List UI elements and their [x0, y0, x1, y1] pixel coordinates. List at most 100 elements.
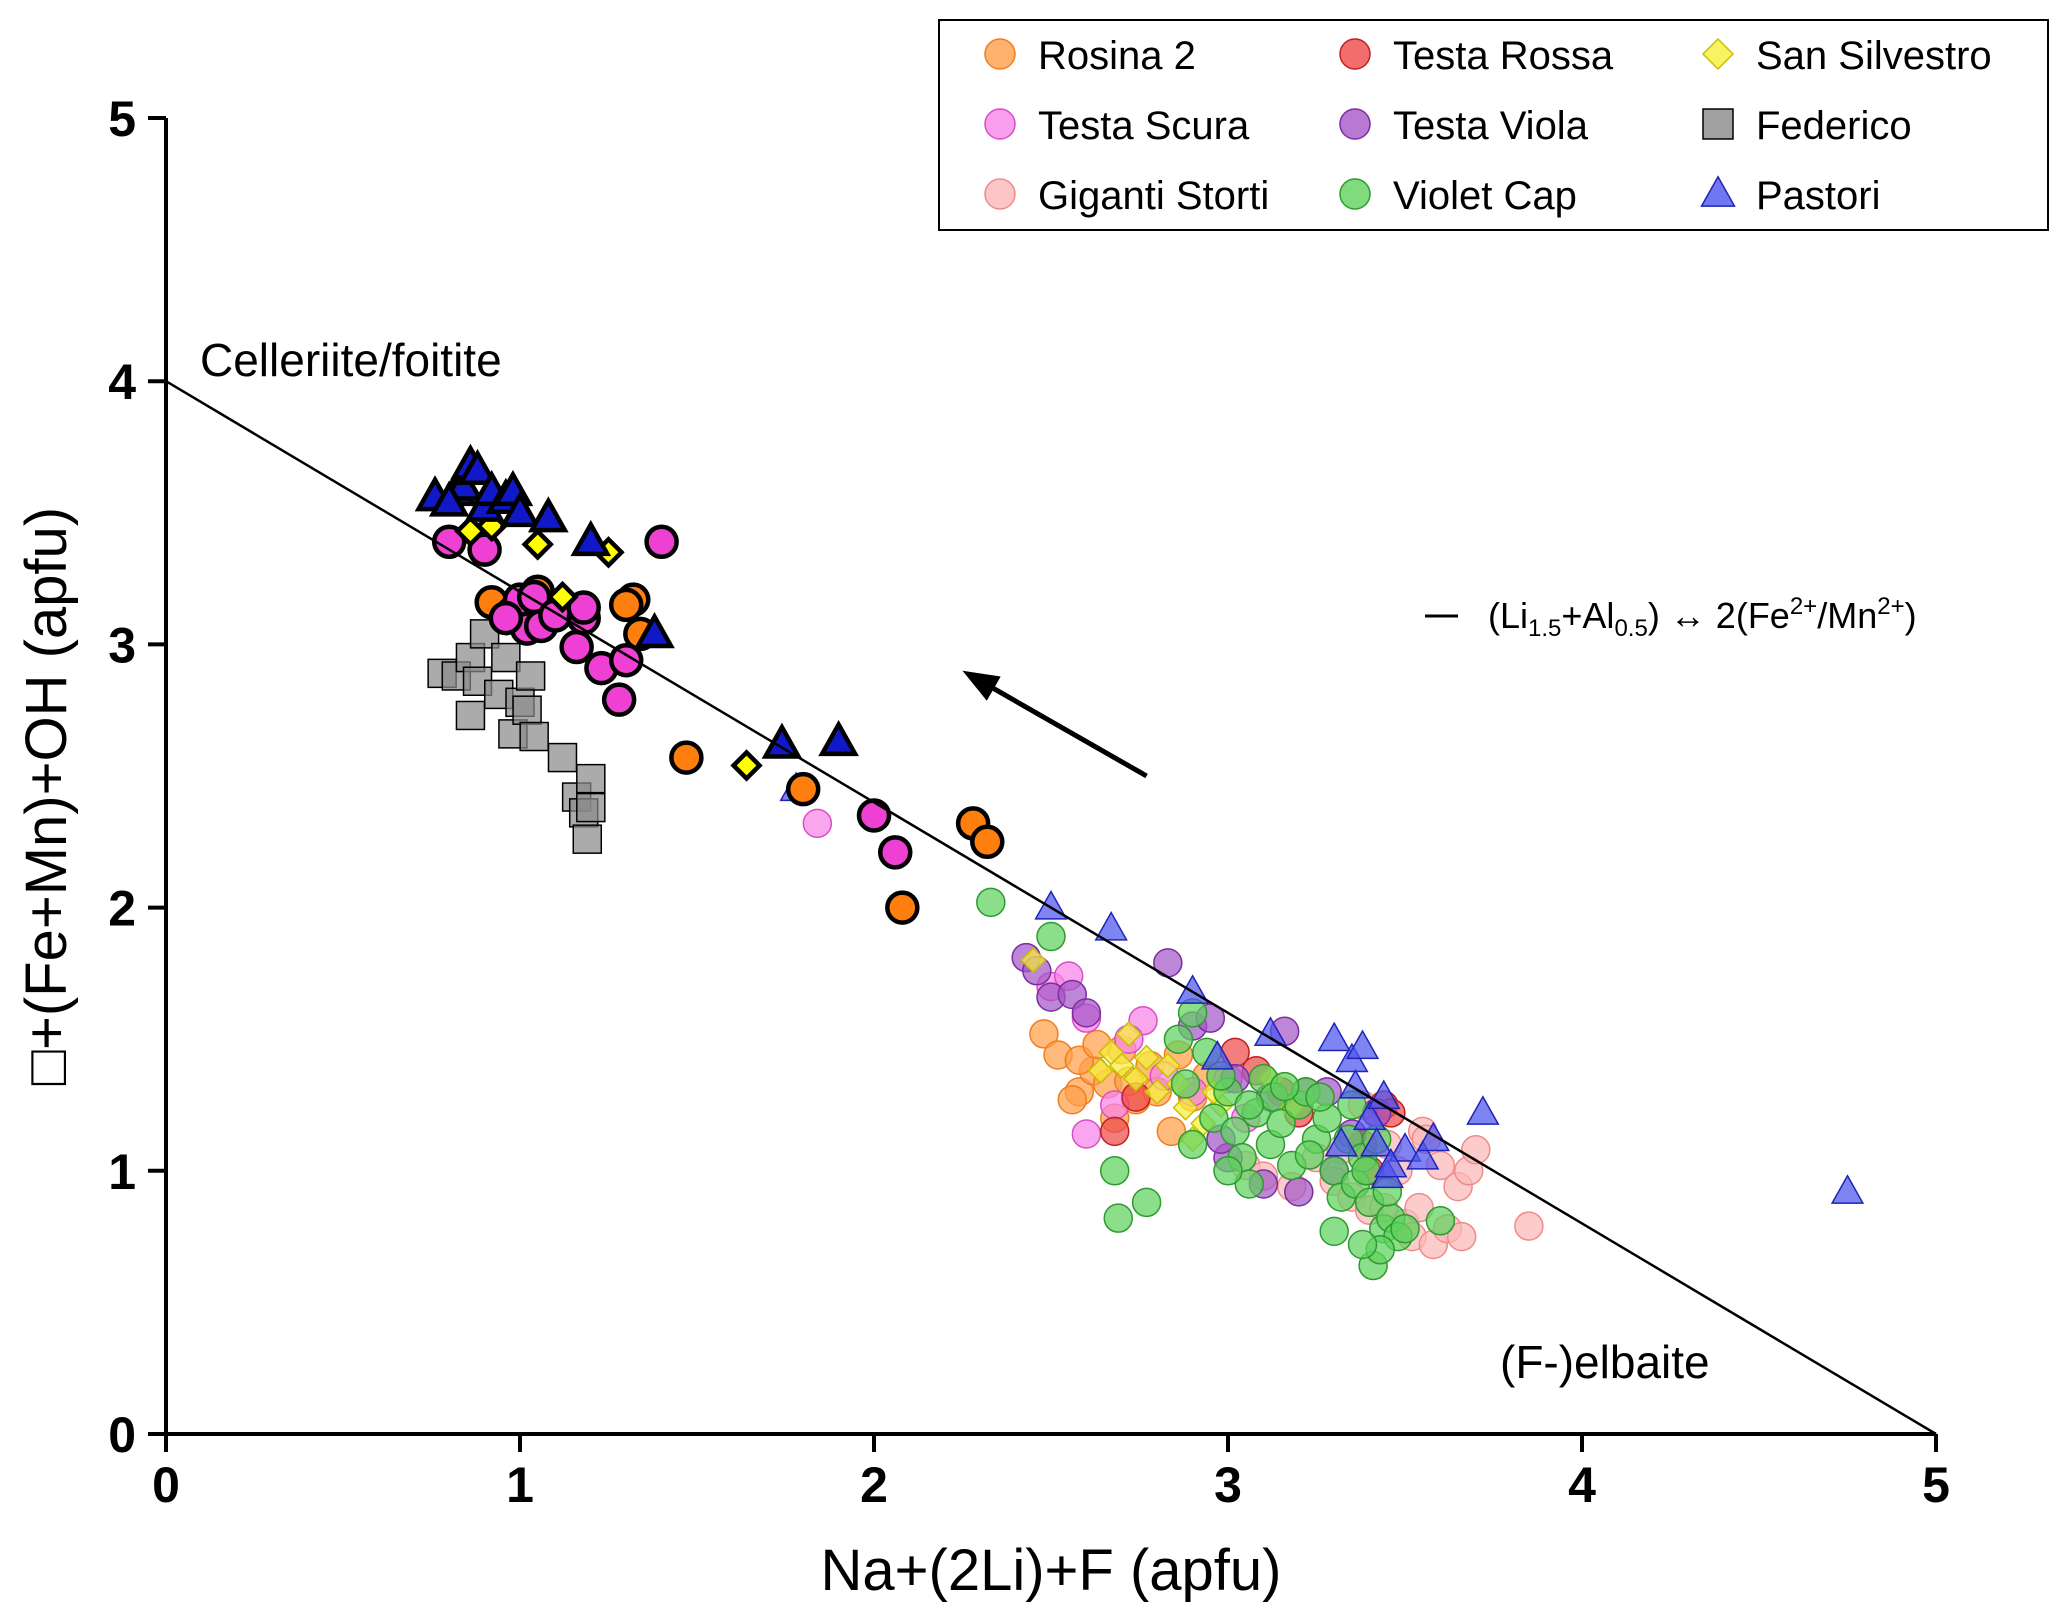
violet-cap-point: [1425, 1206, 1456, 1236]
testa-scura-point-bold: [608, 642, 644, 678]
violet-cap-point: [1177, 1129, 1208, 1160]
federico-point: [455, 700, 486, 731]
san-silvestro-point: [1144, 1078, 1171, 1105]
pastori-point: [1094, 911, 1128, 941]
violet-cap-point: [1103, 1203, 1134, 1233]
pastori-point: [1830, 1174, 1865, 1204]
violet-cap-point: [1163, 1024, 1194, 1054]
giganti-storti-point: [1404, 1192, 1434, 1223]
san-silvestro-point: [1122, 1065, 1150, 1092]
legend-label-violet-cap: Violet Cap: [1393, 174, 1577, 218]
san-silvestro-point: [1087, 1057, 1114, 1084]
rosina-2-point-bold: [608, 587, 644, 623]
legend-marker-violet-cap: [1339, 178, 1371, 210]
pastori-point-bold: [818, 719, 859, 757]
y-axis-title: □+(Fe+Mn)+OH (apfu): [14, 507, 79, 1085]
violet-cap-point: [1390, 1213, 1420, 1244]
legend-marker-testa-scura: [984, 108, 1016, 140]
legend-box: [938, 19, 2049, 231]
y-tick-label: 4: [108, 354, 136, 410]
testa-viola-point: [1284, 1177, 1314, 1207]
federico-point: [512, 695, 542, 725]
federico-point: [576, 792, 606, 823]
violet-cap-point: [1319, 1216, 1349, 1247]
san-silvestro-point: [1154, 1052, 1181, 1079]
x-tick-label: 3: [1214, 1457, 1242, 1513]
pastori-point: [1317, 1021, 1351, 1052]
testa-scura-point-bold: [644, 524, 679, 560]
arrow-shaft: [992, 686, 1148, 779]
rosina-2-point: [1029, 1019, 1059, 1049]
legend-label-testa-viola: Testa Viola: [1393, 104, 1589, 148]
pastori-point: [1352, 1100, 1387, 1131]
san-silvestro-point: [1108, 1052, 1135, 1079]
testa-scura-point-bold: [856, 798, 892, 833]
testa-scura-point: [802, 808, 833, 839]
giganti-storti-point: [1514, 1211, 1544, 1241]
legend-label-rosina-2: Rosina 2: [1038, 34, 1196, 78]
arrow-head: [962, 670, 1001, 701]
pastori-point-bold: [457, 448, 498, 486]
rosina-2-point-bold: [669, 740, 704, 775]
violet-cap-point: [1234, 1169, 1264, 1199]
testa-scura-point-bold: [559, 629, 594, 665]
pastori-point: [1388, 1132, 1422, 1162]
legend-marker-rosina-2: [984, 38, 1016, 70]
violet-cap-point: [1170, 1069, 1201, 1099]
testa-scura-point-bold: [877, 835, 913, 870]
x-tick-label: 0: [152, 1457, 180, 1513]
testa-scura-point: [1071, 1119, 1102, 1149]
violet-cap-point: [1036, 921, 1066, 952]
annotation-celleriite-foitite: Celleriite/foitite: [200, 334, 502, 386]
rosina-2-point: [1156, 1116, 1187, 1147]
san-silvestro-point: [1172, 1094, 1199, 1121]
san-silvestro-point: [1020, 947, 1047, 974]
reference-line-equation: (Li1.5+Al0.5) ↔ 2(Fe2+/Mn2+): [1488, 593, 1917, 642]
violet-cap-point: [1213, 1156, 1243, 1186]
federico-point: [572, 824, 603, 854]
testa-viola-point: [1071, 998, 1102, 1028]
san-silvestro-point: [1133, 1044, 1160, 1071]
legend-label-federico: Federico: [1756, 104, 1912, 148]
annotation-elbaite: (F-)elbaite: [1500, 1336, 1710, 1388]
reference-line-label: (Li1.5+Al0.5) ↔ 2(Fe2+/Mn2+): [1425, 593, 1917, 642]
pastori-point: [1359, 1126, 1394, 1157]
legend-marker-federico: [1702, 108, 1734, 140]
pastori-point-bold: [428, 480, 470, 517]
pastori-point: [1345, 1029, 1380, 1060]
pastori-point: [1200, 1039, 1235, 1070]
violet-cap-point: [1199, 1103, 1229, 1133]
x-tick-label: 4: [1568, 1457, 1596, 1513]
axis-ticks: 0 1 2 3 4 5 0 1 2 3 4 5: [108, 91, 1950, 1513]
pastori-point-bold: [570, 519, 612, 557]
y-tick-label: 0: [108, 1407, 136, 1463]
legend: Rosina 2 Testa Rossa San Silvestro Testa Sc…: [938, 19, 2049, 231]
federico-point: [519, 721, 549, 752]
legend-marker-testa-rossa: [1339, 38, 1371, 70]
violet-cap-point: [1305, 1082, 1335, 1112]
federico-point: [547, 742, 578, 773]
pastori-point-bold: [527, 496, 569, 533]
violet-cap-point: [1294, 1140, 1325, 1170]
pastori-point: [1416, 1121, 1451, 1152]
legend-label-testa-scura: Testa Scura: [1038, 104, 1250, 148]
giganti-storti-point: [1446, 1221, 1477, 1252]
legend-marker-giganti-storti: [984, 178, 1016, 210]
federico-point: [491, 642, 521, 673]
violet-cap-point: [1347, 1229, 1378, 1260]
federico-point: [576, 763, 606, 794]
pastori-point: [1406, 1140, 1440, 1170]
x-tick-label: 5: [1922, 1457, 1950, 1513]
testa-rossa-point: [1099, 1116, 1130, 1147]
y-tick-label: 5: [108, 91, 136, 147]
pastori-point-bold: [634, 612, 675, 649]
legend-label-pastori: Pastori: [1756, 174, 1881, 218]
san-silvestro-point-bold: [521, 528, 554, 561]
pastori-point-bold: [499, 490, 541, 528]
testa-scura-point-bold: [601, 682, 637, 717]
testa-scura-point-bold: [488, 600, 524, 636]
pastori-point: [1466, 1095, 1500, 1125]
san-silvestro-point-bold: [730, 749, 763, 782]
violet-cap-point: [1266, 1108, 1296, 1139]
